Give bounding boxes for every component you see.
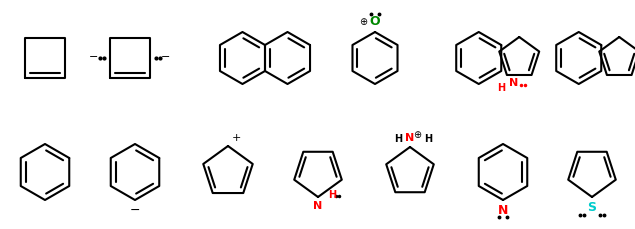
Text: S: S xyxy=(587,201,596,214)
Text: N: N xyxy=(498,204,508,217)
Text: H: H xyxy=(497,83,505,93)
Text: −: − xyxy=(130,204,140,216)
Text: H: H xyxy=(328,190,336,200)
Text: N: N xyxy=(405,133,415,143)
Text: N: N xyxy=(314,201,323,211)
Text: N: N xyxy=(509,78,518,88)
Text: +: + xyxy=(231,133,241,143)
Text: ⊕: ⊕ xyxy=(413,130,421,140)
Text: ⊕: ⊕ xyxy=(359,17,367,27)
Text: H: H xyxy=(394,134,402,144)
Text: −: − xyxy=(161,52,171,62)
Text: H: H xyxy=(424,134,432,144)
Text: −: − xyxy=(90,52,98,62)
Text: O: O xyxy=(370,15,380,28)
